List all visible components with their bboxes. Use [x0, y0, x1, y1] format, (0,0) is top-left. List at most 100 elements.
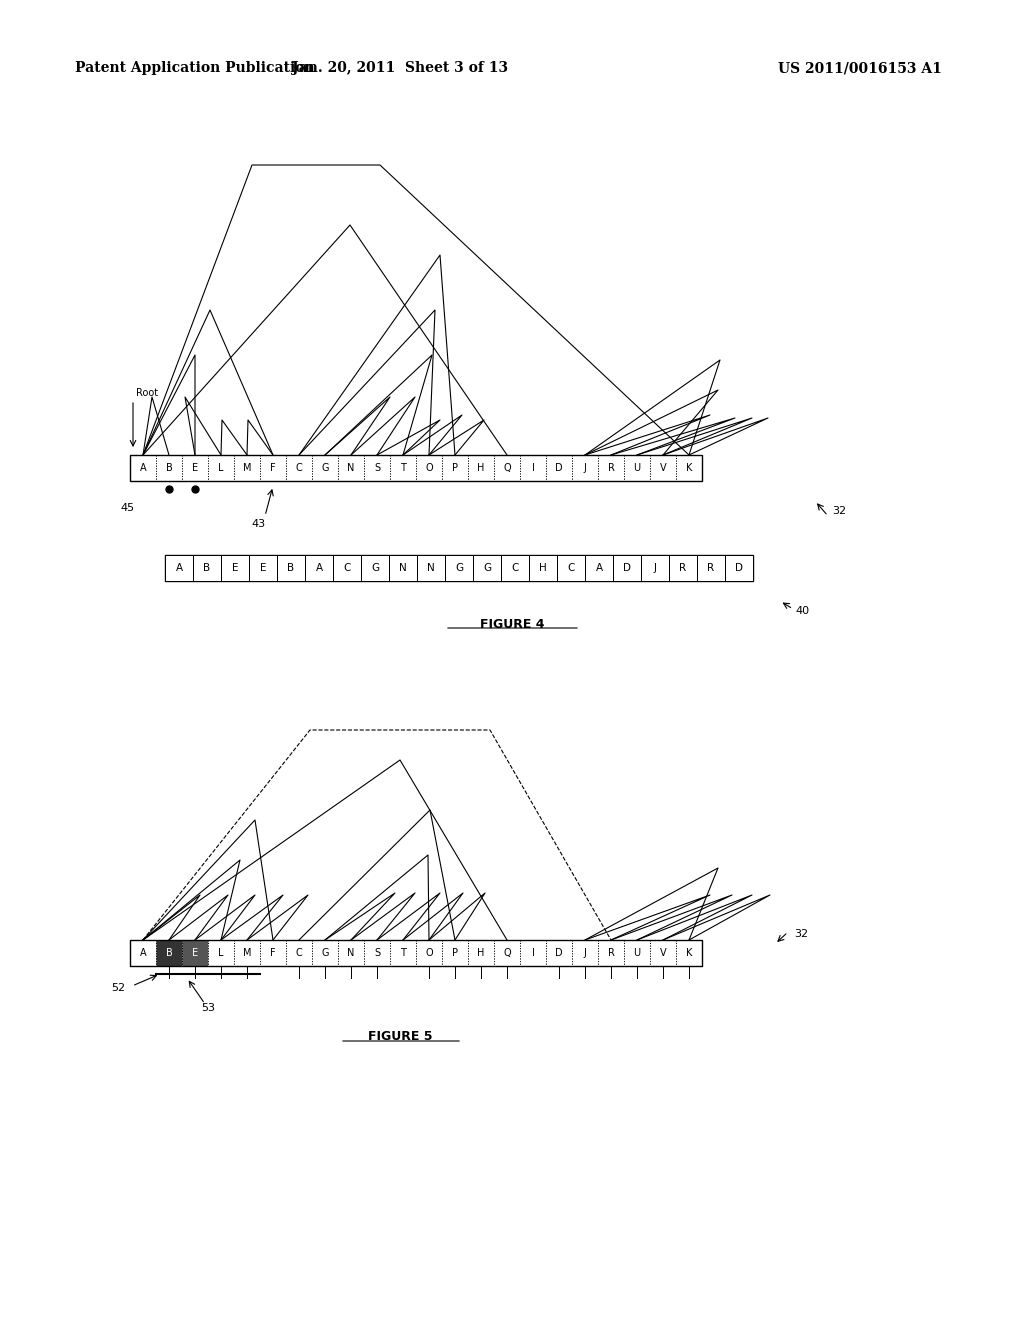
Text: G: G	[483, 564, 492, 573]
Bar	[557, 554, 585, 581]
Bar	[572, 940, 598, 966]
Text: O: O	[425, 948, 433, 958]
Bar	[585, 554, 613, 581]
Bar	[676, 940, 702, 966]
Bar	[417, 554, 445, 581]
Bar	[520, 940, 546, 966]
Text: H: H	[539, 564, 547, 573]
Bar	[572, 455, 598, 480]
Bar	[650, 455, 676, 480]
Bar	[669, 554, 697, 581]
Bar	[221, 554, 249, 581]
Text: C: C	[511, 564, 519, 573]
Text: J: J	[653, 564, 656, 573]
Text: O: O	[425, 463, 433, 473]
Bar	[697, 554, 725, 581]
Text: N: N	[347, 463, 354, 473]
Text: V: V	[659, 463, 667, 473]
Bar	[501, 554, 529, 581]
Bar	[468, 940, 494, 966]
Text: E: E	[191, 948, 198, 958]
Bar	[641, 554, 669, 581]
Text: 45: 45	[120, 503, 134, 513]
Bar	[312, 455, 338, 480]
Text: A: A	[139, 948, 146, 958]
Text: F: F	[270, 948, 275, 958]
Text: H: H	[477, 463, 484, 473]
Text: Root: Root	[136, 388, 158, 399]
Bar	[725, 554, 753, 581]
Bar	[529, 554, 557, 581]
Text: US 2011/0016153 A1: US 2011/0016153 A1	[778, 61, 942, 75]
Bar	[338, 455, 364, 480]
Bar	[624, 940, 650, 966]
Text: 32: 32	[831, 506, 846, 516]
Bar	[389, 554, 417, 581]
Bar	[445, 554, 473, 581]
Text: B: B	[204, 564, 211, 573]
Text: 52: 52	[111, 983, 125, 993]
Bar	[598, 940, 624, 966]
Bar	[234, 940, 260, 966]
Bar	[333, 554, 361, 581]
Text: B: B	[166, 463, 172, 473]
Bar	[442, 455, 468, 480]
Bar	[468, 455, 494, 480]
Text: A: A	[139, 463, 146, 473]
Bar	[165, 554, 193, 581]
Bar	[182, 455, 208, 480]
Bar	[130, 940, 156, 966]
Text: R: R	[708, 564, 715, 573]
Bar	[473, 554, 501, 581]
Text: M: M	[243, 948, 251, 958]
Text: D: D	[735, 564, 743, 573]
Text: S: S	[374, 948, 380, 958]
Bar	[364, 455, 390, 480]
Bar	[390, 940, 416, 966]
Text: I: I	[531, 948, 535, 958]
Bar	[249, 554, 278, 581]
Bar	[130, 940, 702, 966]
Text: E: E	[191, 463, 198, 473]
Text: G: G	[322, 948, 329, 958]
Bar	[182, 940, 208, 966]
Bar	[208, 940, 234, 966]
Bar	[286, 455, 312, 480]
Text: R: R	[607, 463, 614, 473]
Bar	[305, 554, 333, 581]
Text: R: R	[607, 948, 614, 958]
Text: E: E	[260, 564, 266, 573]
Text: N: N	[399, 564, 407, 573]
Text: P: P	[452, 463, 458, 473]
Text: 53: 53	[201, 1003, 215, 1012]
Bar	[260, 455, 286, 480]
Text: C: C	[567, 564, 574, 573]
Text: Patent Application Publication: Patent Application Publication	[75, 61, 314, 75]
Text: G: G	[455, 564, 463, 573]
Text: P: P	[452, 948, 458, 958]
Text: V: V	[659, 948, 667, 958]
Bar	[416, 455, 442, 480]
Bar	[650, 940, 676, 966]
Text: A: A	[595, 564, 602, 573]
Bar	[234, 455, 260, 480]
Text: G: G	[371, 564, 379, 573]
Text: D: D	[555, 948, 563, 958]
Text: N: N	[427, 564, 435, 573]
Bar	[278, 554, 305, 581]
Text: T: T	[400, 948, 406, 958]
Bar	[312, 940, 338, 966]
Bar	[390, 455, 416, 480]
Text: S: S	[374, 463, 380, 473]
Text: FIGURE 4: FIGURE 4	[480, 619, 544, 631]
Text: F: F	[270, 463, 275, 473]
Bar	[598, 455, 624, 480]
Bar	[130, 455, 156, 480]
Text: J: J	[584, 463, 587, 473]
Bar	[442, 940, 468, 966]
Text: C: C	[296, 948, 302, 958]
Bar	[546, 940, 572, 966]
Text: T: T	[400, 463, 406, 473]
Text: K: K	[686, 948, 692, 958]
Bar	[520, 455, 546, 480]
